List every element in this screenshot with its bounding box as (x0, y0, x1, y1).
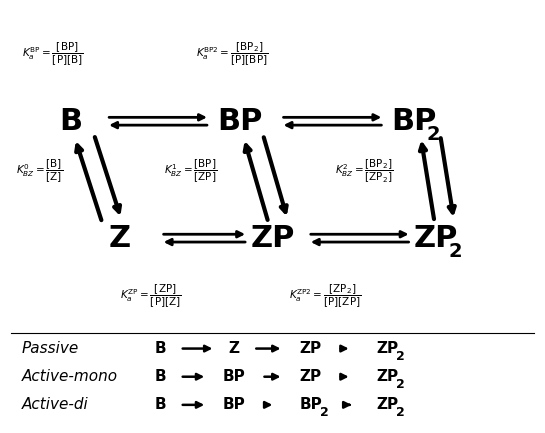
Text: ZP: ZP (376, 397, 398, 412)
Text: Z: Z (109, 224, 131, 252)
Text: ZP: ZP (300, 369, 322, 384)
Text: 2: 2 (396, 350, 405, 363)
Text: 2: 2 (396, 406, 405, 419)
Text: BP: BP (299, 397, 322, 412)
Text: $K_{BZ}^{1}=\dfrac{[\mathrm{BP}]}{[\mathrm{ZP}]}$: $K_{BZ}^{1}=\dfrac{[\mathrm{BP}]}{[\math… (164, 158, 217, 184)
Text: $K_{BZ}^{2}=\dfrac{[\mathrm{BP_2}]}{[\mathrm{ZP_2}]}$: $K_{BZ}^{2}=\dfrac{[\mathrm{BP_2}]}{[\ma… (335, 158, 393, 184)
Text: BP: BP (217, 107, 263, 136)
Text: BP: BP (391, 107, 437, 136)
Text: 2: 2 (320, 406, 329, 419)
Text: B: B (59, 107, 82, 136)
Text: ZP: ZP (376, 369, 398, 384)
Text: B: B (155, 369, 167, 384)
Text: 2: 2 (396, 378, 405, 391)
Text: B: B (155, 341, 167, 356)
Text: $K_a^{\mathrm{BP2}}=\dfrac{[\mathrm{BP_2}]}{[\mathrm{P}][\mathrm{BP}]}$: $K_a^{\mathrm{BP2}}=\dfrac{[\mathrm{BP_2… (196, 41, 269, 68)
Text: Active-di: Active-di (22, 397, 88, 412)
Text: $K_a^{\mathrm{ZP2}}=\dfrac{[\mathrm{ZP_2}]}{[\mathrm{P}][\mathrm{ZP}]}$: $K_a^{\mathrm{ZP2}}=\dfrac{[\mathrm{ZP_2… (289, 283, 361, 310)
Text: BP: BP (223, 397, 246, 412)
Text: ZP: ZP (414, 224, 458, 252)
Text: Z: Z (229, 341, 240, 356)
Text: ZP: ZP (250, 224, 295, 252)
Text: BP: BP (223, 369, 246, 384)
Text: 2: 2 (427, 125, 440, 144)
Text: $K_a^{\mathrm{BP}}=\dfrac{[\mathrm{BP}]}{[\mathrm{P}][\mathrm{B}]}$: $K_a^{\mathrm{BP}}=\dfrac{[\mathrm{BP}]}… (22, 41, 83, 68)
Text: $K_{BZ}^{0}=\dfrac{[\mathrm{B}]}{[\mathrm{Z}]}$: $K_{BZ}^{0}=\dfrac{[\mathrm{B}]}{[\mathr… (16, 158, 63, 184)
Text: $K_a^{\mathrm{ZP}}=\dfrac{[\mathrm{ZP}]}{[\mathrm{P}][\mathrm{Z}]}$: $K_a^{\mathrm{ZP}}=\dfrac{[\mathrm{ZP}]}… (120, 283, 181, 310)
Text: ZP: ZP (300, 341, 322, 356)
Text: Active-mono: Active-mono (22, 369, 118, 384)
Text: B: B (155, 397, 167, 412)
Text: 2: 2 (449, 242, 462, 261)
Text: Passive: Passive (22, 341, 79, 356)
Text: ZP: ZP (376, 341, 398, 356)
